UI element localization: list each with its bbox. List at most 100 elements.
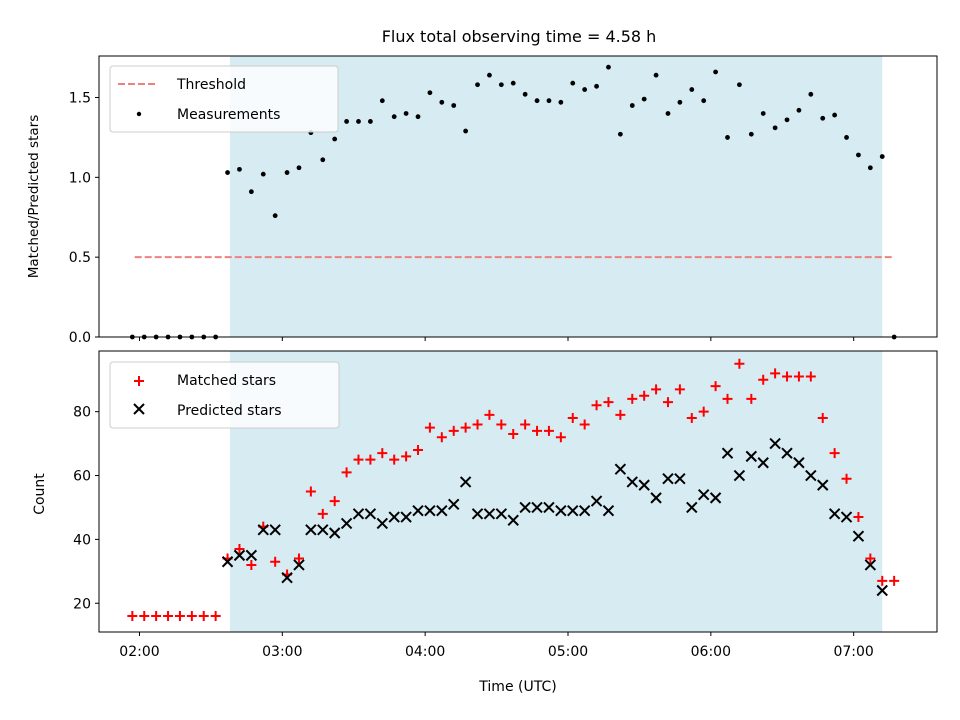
- matched-star-point: [484, 409, 495, 420]
- y-tick-label: 1.5: [69, 91, 91, 107]
- predicted-star-point: [745, 450, 758, 463]
- predicted-star-point: [578, 504, 591, 517]
- predicted-star-point: [662, 473, 674, 485]
- matched-star-point: [472, 419, 483, 430]
- matched-star-point: [662, 397, 673, 408]
- matched-star-point: [520, 419, 531, 430]
- legend-predicted-swatch: [133, 403, 145, 415]
- predicted-star-point: [388, 511, 400, 523]
- predicted-star-point: [257, 524, 269, 536]
- measurement-point: [820, 115, 826, 121]
- matched-star-point: [186, 611, 197, 622]
- matched-star-point: [639, 390, 650, 401]
- measurement-point: [879, 154, 885, 159]
- matched-star-point: [293, 553, 304, 564]
- matched-star-point: [710, 381, 721, 392]
- x-tick-label: 03:00: [262, 644, 302, 660]
- measurement-point: [415, 114, 421, 120]
- measurement-point: [796, 107, 802, 113]
- measurement-point: [391, 114, 397, 120]
- predicted-star-point: [757, 457, 769, 469]
- matched-star-point: [508, 429, 519, 440]
- count-y-ticks: 20 40 60 80: [73, 405, 99, 612]
- matched-star-point: [758, 374, 769, 385]
- predicted-star-point: [817, 479, 829, 491]
- predicted-star-point: [305, 524, 317, 536]
- legend-threshold-label: Threshold: [176, 77, 246, 93]
- predicted-star-point: [709, 492, 722, 504]
- matched-star-point: [805, 371, 816, 382]
- matched-star-point: [865, 553, 876, 564]
- predicted-star-point: [233, 549, 246, 562]
- count-panel-frame: [98, 350, 938, 633]
- measurement-point: [534, 98, 540, 104]
- observing-span: [229, 56, 883, 337]
- measurement-point: [653, 72, 659, 78]
- matched-star-point: [591, 400, 602, 411]
- ratio-x-ticks: [138, 337, 855, 341]
- matched-star-point: [424, 422, 435, 433]
- matched-star-point: [627, 393, 638, 404]
- matched-star-point: [555, 432, 566, 443]
- matched-star-point: [127, 611, 138, 622]
- matched-star-point: [841, 473, 852, 484]
- y-tick-label: 0.5: [69, 250, 91, 266]
- y-tick-label: 1.0: [69, 170, 91, 186]
- predicted-star-point: [317, 524, 329, 536]
- predicted-star-point: [638, 479, 650, 491]
- predicted-star-point: [805, 469, 817, 482]
- matched-star-point: [305, 486, 316, 497]
- measurement-point: [522, 91, 528, 97]
- measurement-marks: [129, 64, 897, 340]
- matched-star-point: [174, 611, 185, 622]
- measurement-point: [748, 131, 754, 137]
- matched-star-point: [163, 611, 174, 622]
- predicted-star-point: [281, 572, 293, 584]
- predicted-star-point: [686, 501, 698, 514]
- predicted-star-point: [448, 498, 460, 510]
- matched-star-point: [198, 611, 209, 622]
- ratio-y-axis-label: Matched/Predicted stars: [26, 115, 42, 278]
- matched-star-point: [543, 425, 554, 436]
- ratio-legend: Threshold Measurements: [109, 65, 339, 133]
- observing-span-layer: [229, 56, 883, 337]
- predicted-star-point: [245, 549, 258, 562]
- measurement-point: [856, 152, 861, 158]
- matched-star-point: [579, 419, 590, 430]
- predicted-star-point: [852, 530, 865, 542]
- predicted-star-point: [436, 504, 448, 517]
- measurement-point: [451, 103, 457, 108]
- measurement-point: [772, 125, 778, 131]
- predicted-star-point: [864, 559, 877, 571]
- measurement-point: [737, 82, 742, 88]
- count-x-axis-label: Time (UTC): [478, 679, 556, 695]
- predicted-star-point: [614, 463, 627, 475]
- measurement-point: [510, 80, 516, 86]
- measurement-point: [379, 98, 385, 104]
- predicted-star-point: [495, 508, 508, 520]
- predicted-star-point: [674, 473, 686, 485]
- matched-star-point: [722, 393, 733, 404]
- y-tick-label: 40: [73, 532, 91, 548]
- measurement-point: [403, 111, 409, 116]
- matched-star-point: [341, 467, 352, 478]
- predicted-star-point: [352, 508, 365, 520]
- matched-star-point: [829, 448, 840, 459]
- predicted-star-point: [733, 469, 746, 482]
- count-marks: [127, 358, 900, 622]
- matched-star-point: [686, 413, 697, 424]
- predicted-star-point: [376, 517, 389, 530]
- measurement-point: [237, 166, 242, 172]
- x-tick-label: 07:00: [833, 644, 873, 660]
- legend-matched-swatch: [134, 376, 144, 386]
- predicted-star-point: [840, 511, 853, 523]
- measurement-point: [463, 128, 469, 134]
- predicted-star-point: [483, 508, 496, 520]
- x-tick-label: 02:00: [119, 644, 159, 660]
- ratio-panel: 0.0 0.5 1.0 1.5 Matched/Predicted stars Thr…: [26, 55, 938, 346]
- y-tick-label: 0.0: [69, 330, 91, 346]
- y-tick-label: 20: [73, 596, 91, 612]
- predicted-star-point: [828, 508, 841, 520]
- measurement-point: [784, 117, 790, 123]
